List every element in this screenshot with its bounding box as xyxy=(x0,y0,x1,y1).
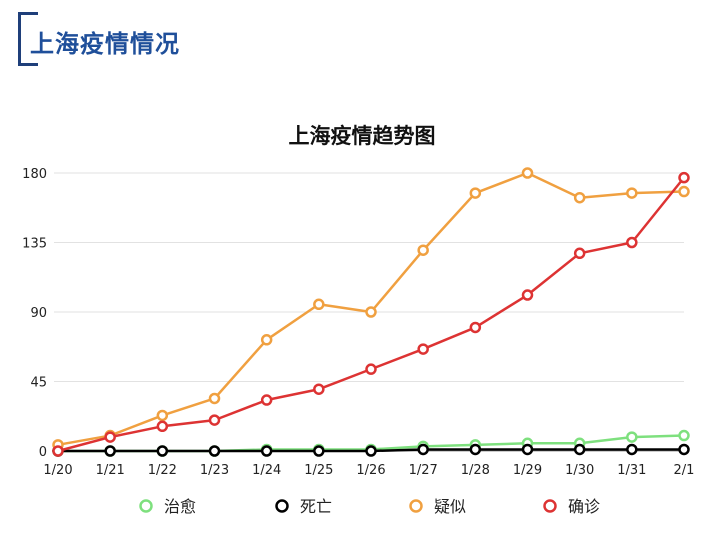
data-point xyxy=(260,334,273,346)
legend-label[interactable]: 治愈 xyxy=(164,497,196,516)
data-point xyxy=(208,392,221,405)
data-point xyxy=(260,445,273,457)
y-tick-label: 90 xyxy=(30,306,47,321)
x-tick-label: 1/28 xyxy=(461,463,490,478)
data-point xyxy=(365,306,377,318)
data-point xyxy=(626,443,638,456)
data-point xyxy=(469,187,482,199)
x-tick-label: 1/22 xyxy=(148,463,177,478)
data-point xyxy=(417,244,429,256)
data-point xyxy=(469,443,482,456)
y-tick-label: 135 xyxy=(22,237,47,252)
x-tick-label: 2/1 xyxy=(674,463,695,478)
x-tick-label: 1/23 xyxy=(200,463,229,478)
y-tick-label: 180 xyxy=(22,167,47,182)
data-point xyxy=(626,187,638,199)
data-point xyxy=(417,443,429,456)
data-point xyxy=(573,443,586,456)
data-point xyxy=(365,363,377,375)
data-point xyxy=(208,414,221,426)
y-tick-label: 0 xyxy=(39,445,47,460)
legend-label[interactable]: 死亡 xyxy=(300,497,332,516)
x-tick-label: 1/25 xyxy=(304,463,333,478)
data-point xyxy=(313,298,325,311)
x-tick-label: 1/21 xyxy=(96,463,125,478)
data-point xyxy=(678,171,690,184)
data-point xyxy=(678,185,690,198)
legend-label[interactable]: 确诊 xyxy=(568,497,600,516)
data-point xyxy=(521,167,534,179)
data-point xyxy=(417,343,429,355)
x-tick-label: 1/29 xyxy=(513,463,542,478)
page-title: 上海疫情情况 xyxy=(30,30,180,58)
data-point xyxy=(156,409,169,422)
x-tick-label: 1/27 xyxy=(409,463,438,478)
data-point xyxy=(573,247,586,260)
data-point xyxy=(156,420,169,433)
data-point xyxy=(104,431,116,443)
x-tick-label: 1/24 xyxy=(252,463,281,478)
data-point xyxy=(626,431,638,443)
data-point xyxy=(573,191,586,204)
data-point xyxy=(678,443,690,456)
data-point xyxy=(521,289,534,301)
x-tick-label: 1/30 xyxy=(565,463,594,478)
data-point xyxy=(208,445,221,457)
legend-marker[interactable] xyxy=(139,499,153,513)
data-point xyxy=(521,443,534,456)
data-point xyxy=(365,445,377,457)
x-tick-label: 1/20 xyxy=(43,463,72,478)
data-point xyxy=(469,321,482,334)
header-bracket-decoration xyxy=(18,12,38,66)
data-point xyxy=(313,383,325,395)
legend-marker[interactable] xyxy=(275,499,289,513)
legend-marker[interactable] xyxy=(409,499,423,513)
trend-chart: 上海疫情趋势图 0 45 90 135 180 1/20 1/21 1/22 1/23 1/24 1/… xyxy=(22,124,695,516)
data-point xyxy=(52,445,64,457)
chart-title: 上海疫情趋势图 xyxy=(289,124,436,148)
x-tick-label: 1/26 xyxy=(356,463,385,478)
data-point xyxy=(156,445,169,457)
data-point xyxy=(260,394,273,406)
page-header: 上海疫情情况 xyxy=(18,12,318,70)
legend-label[interactable]: 疑似 xyxy=(434,497,466,516)
legend-marker[interactable] xyxy=(543,499,557,513)
data-point xyxy=(104,445,116,457)
y-tick-label: 45 xyxy=(30,376,47,391)
data-point xyxy=(678,429,690,442)
data-point xyxy=(626,236,638,249)
x-tick-label: 1/31 xyxy=(617,463,646,478)
data-point xyxy=(313,445,325,457)
